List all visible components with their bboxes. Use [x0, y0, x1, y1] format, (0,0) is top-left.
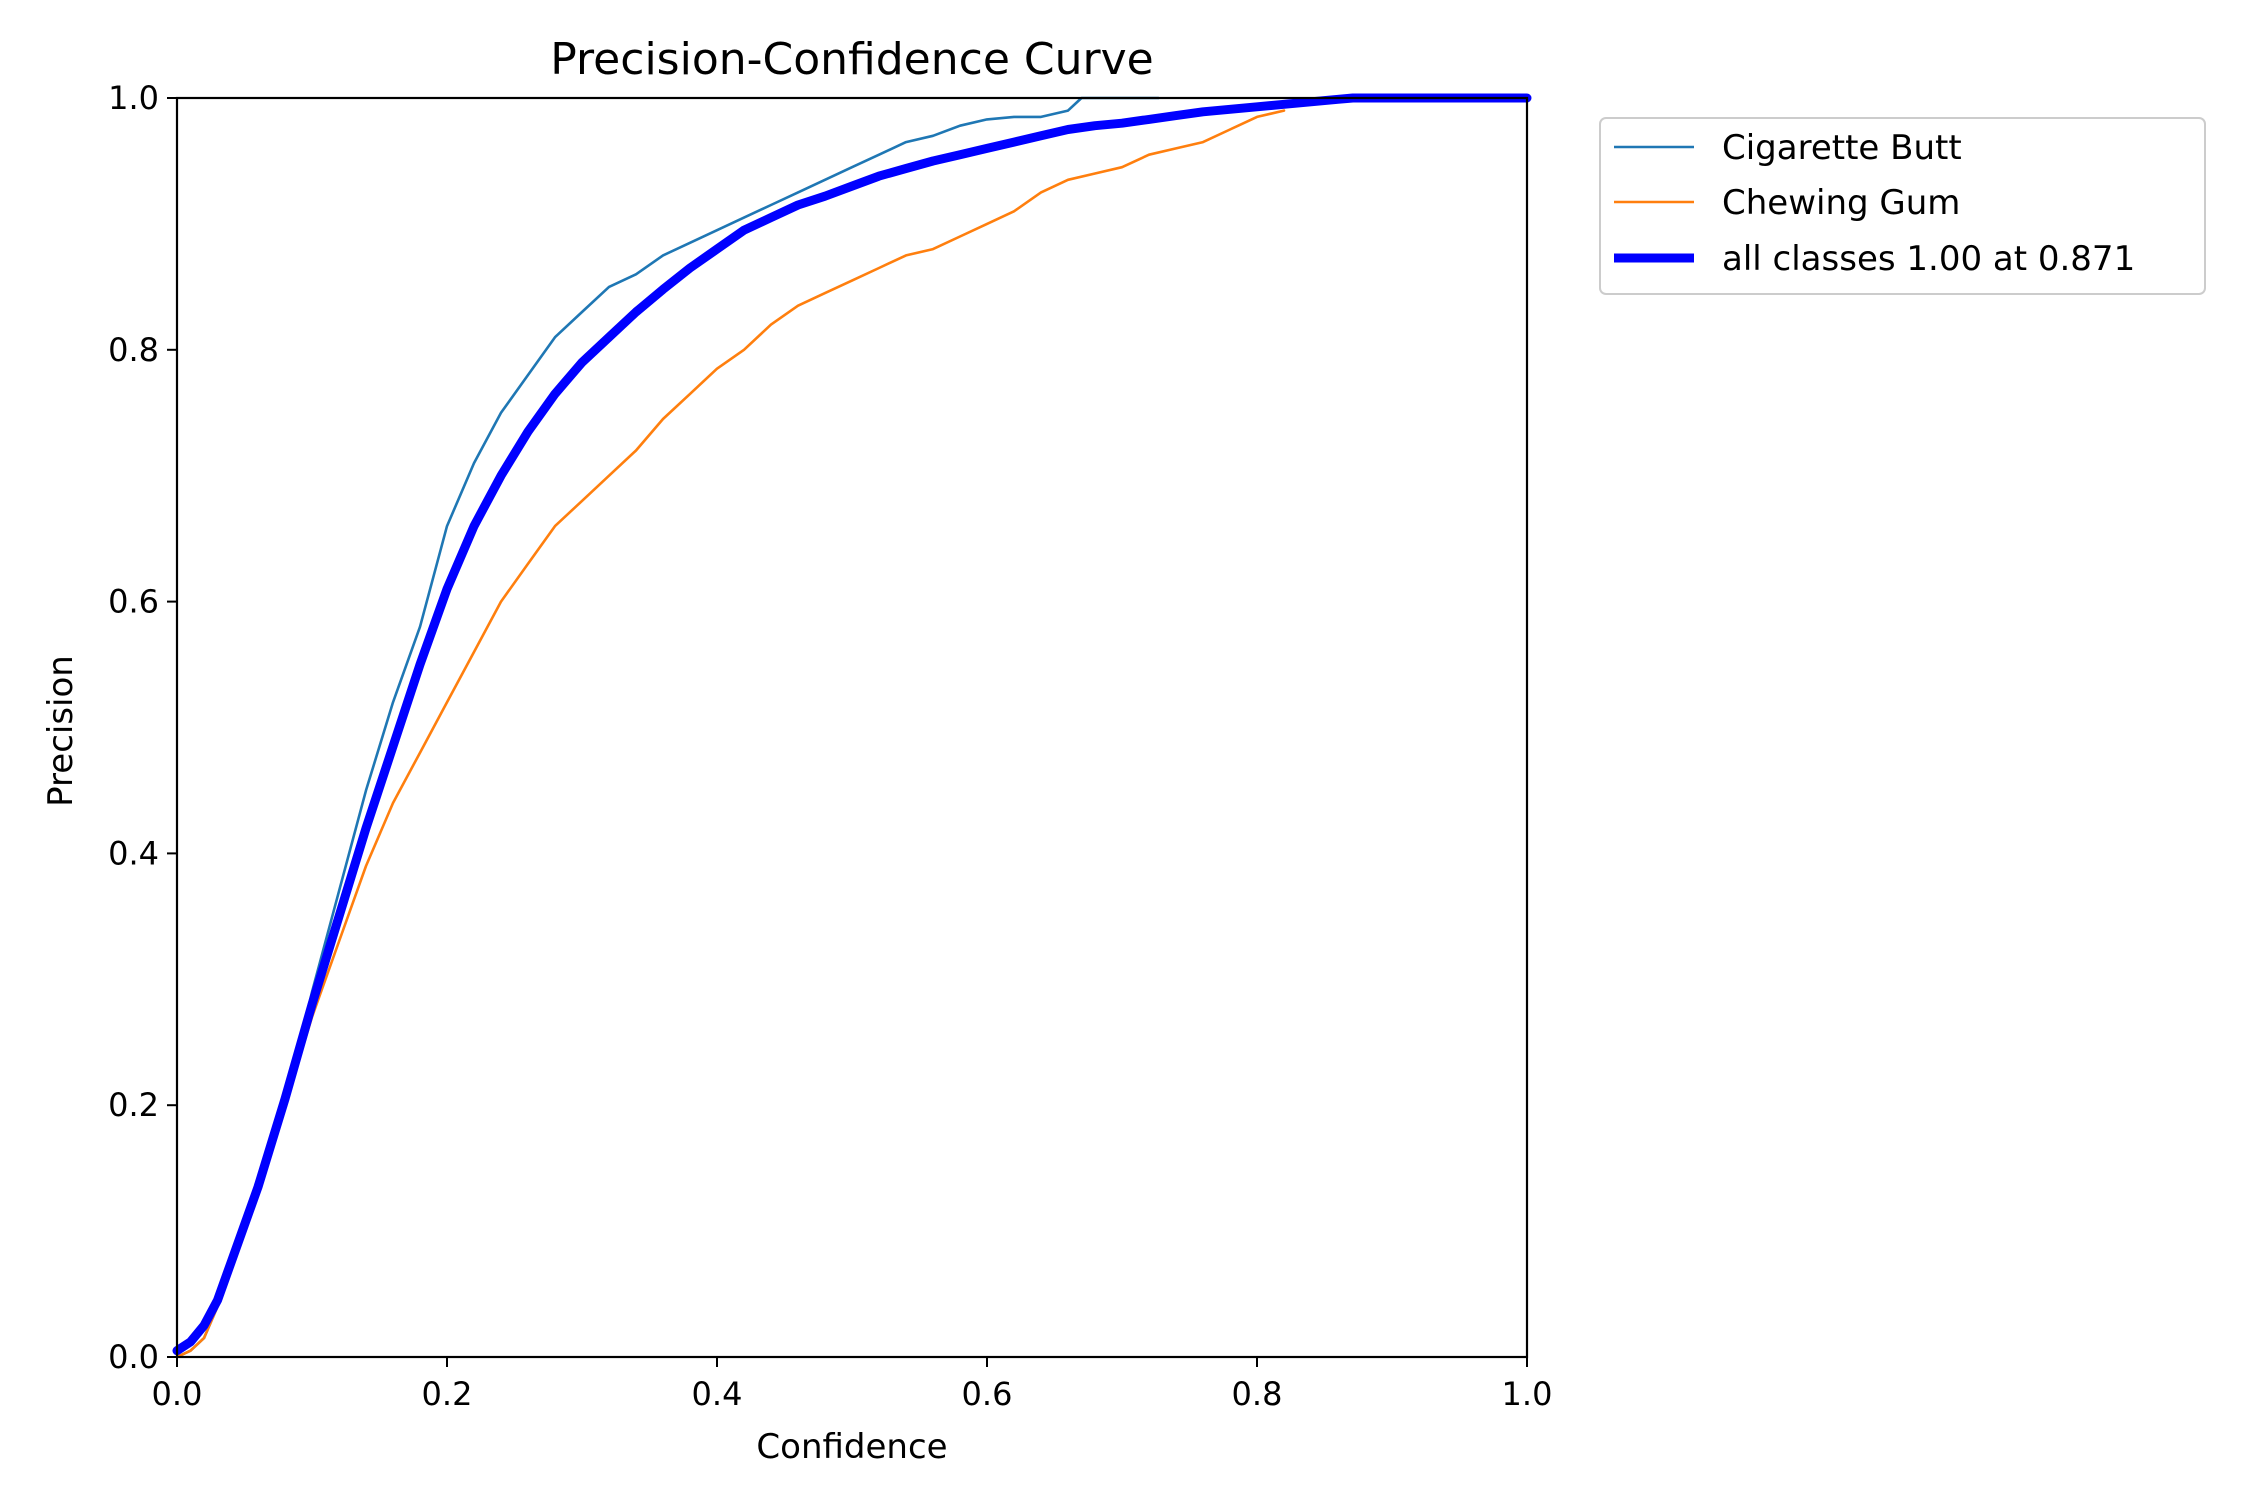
chart-title: Precision-Confidence Curve [550, 34, 1153, 85]
series-layer [172, 93, 1532, 1359]
y-tick-label: 1.0 [108, 79, 159, 117]
x-tick-label: 0.8 [1232, 1375, 1283, 1413]
y-tick-label: 0.6 [108, 583, 159, 621]
y-tick-label: 0.0 [108, 1338, 159, 1376]
series-line-all-classes-1-00-at-0-871 [172, 93, 1532, 1356]
series-line-chewing-gum [175, 109, 1286, 1359]
ticks-layer: 0.0 0.2 0.4 0.6 0.8 1.0 0.0 0.2 0.4 0.6 0.8 1.0 [108, 79, 1552, 1413]
x-tick-label: 0.0 [152, 1375, 203, 1413]
plot-frame [175, 96, 1529, 1359]
x-axis-label: Confidence [756, 1427, 947, 1467]
legend: Cigarette Butt Chewing Gum all classes 1… [1599, 117, 2206, 295]
legend-box [1599, 117, 2206, 295]
x-tick-label: 0.4 [692, 1375, 743, 1413]
x-tick-label: 0.6 [962, 1375, 1013, 1413]
y-tick-label: 0.8 [108, 331, 159, 369]
legend-label-chewing-gum: Chewing Gum [1722, 183, 1960, 223]
legend-label-all-classes: all classes 1.00 at 0.871 [1722, 239, 2135, 279]
x-tick-label: 0.2 [422, 1375, 473, 1413]
y-axis-label: Precision [41, 655, 81, 807]
y-tick-label: 0.4 [108, 834, 159, 872]
x-tick-label: 1.0 [1502, 1375, 1553, 1413]
y-tick-label: 0.2 [108, 1086, 159, 1124]
legend-label-cigarette-butt: Cigarette Butt [1722, 128, 1962, 168]
